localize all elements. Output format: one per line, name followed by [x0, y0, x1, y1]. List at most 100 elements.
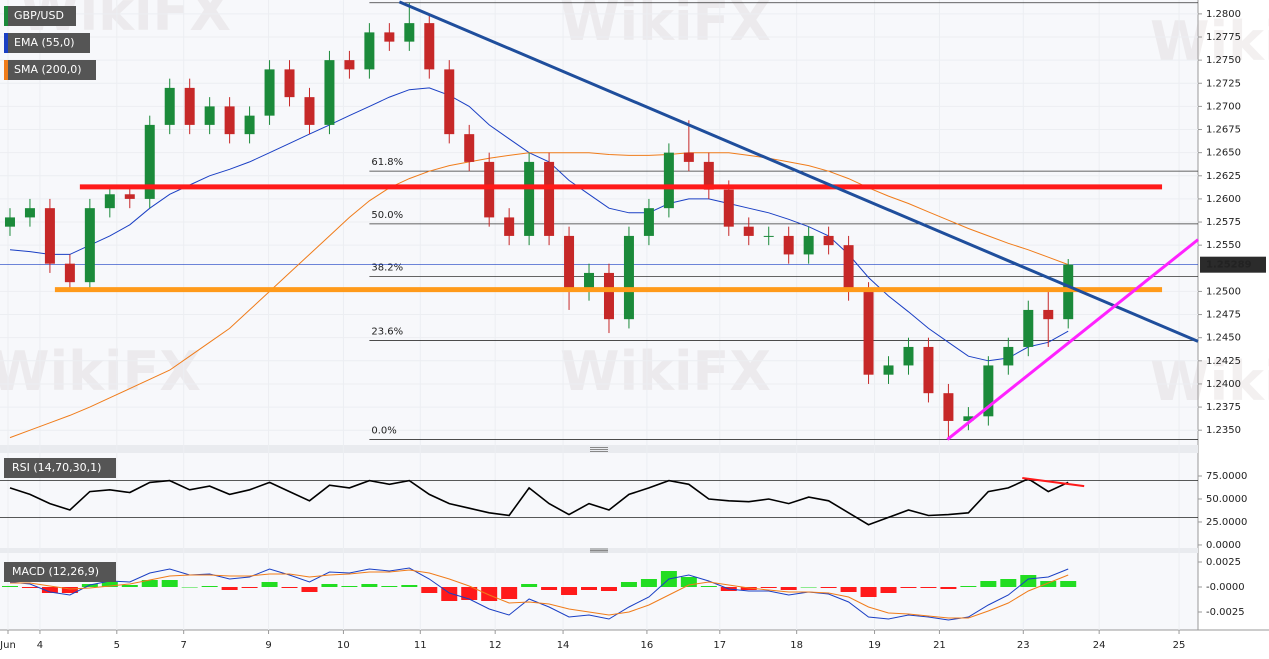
candle-body — [623, 235, 634, 320]
legend-label: EMA (55,0) — [14, 36, 75, 49]
trendline — [946, 238, 1199, 441]
y-tick-label: 1.2600 — [1206, 194, 1241, 205]
candle-body — [104, 194, 115, 209]
histogram-bar — [940, 587, 957, 589]
y-tick-label: 1.2800 — [1206, 9, 1241, 20]
candle-body — [883, 365, 894, 375]
candle-body — [783, 235, 794, 255]
legend-label: SMA (200,0) — [14, 63, 82, 76]
candle-body — [983, 365, 994, 417]
histogram-bar — [201, 586, 218, 587]
candle-body — [823, 235, 834, 246]
panel-handle[interactable] — [0, 445, 1198, 453]
y-tick-label: 1.2475 — [1206, 310, 1241, 321]
histogram-bar — [541, 587, 558, 590]
histogram-bar — [900, 587, 917, 588]
histogram-bar — [581, 587, 598, 590]
candle-body — [24, 208, 35, 218]
candle-body — [44, 208, 55, 264]
histogram-bar — [700, 586, 717, 587]
candle-body — [584, 272, 595, 292]
y-tick-label: 50.0000 — [1206, 494, 1247, 505]
x-tick-label: 21 — [933, 640, 946, 651]
candle-body — [384, 32, 395, 42]
candle-body — [424, 23, 435, 70]
histogram-bar — [161, 580, 178, 587]
histogram-bar — [41, 587, 58, 593]
histogram-bar — [421, 587, 438, 593]
histogram-bar — [740, 587, 757, 590]
candle-body — [564, 235, 575, 292]
histogram-bar — [301, 587, 318, 592]
histogram-bar — [61, 587, 78, 593]
y-tick-label: 1.2375 — [1206, 402, 1241, 413]
histogram-bar — [401, 585, 418, 587]
candle-body — [1043, 309, 1054, 320]
y-tick-label: 1.2550 — [1206, 240, 1241, 251]
y-tick-label: 1.2350 — [1206, 425, 1241, 436]
histogram-bar — [680, 577, 697, 587]
legend-swatch — [4, 33, 8, 53]
y-tick-label: 0.0025 — [1206, 557, 1241, 568]
y-tick-label: 1.2500 — [1206, 286, 1241, 297]
histogram-bar — [1, 586, 18, 587]
histogram-bar — [600, 587, 617, 591]
y-tick-label: 1.2625 — [1206, 171, 1241, 182]
y-tick-label: -0.0000 — [1206, 582, 1245, 593]
histogram-bar — [1060, 581, 1077, 587]
candle-body — [903, 346, 914, 366]
histogram-bar — [121, 585, 138, 587]
candle-body — [404, 23, 415, 42]
y-tick-label: 1.2425 — [1206, 356, 1241, 367]
y-tick-label: 0.0000 — [1206, 540, 1241, 551]
legend-box — [4, 562, 116, 582]
candle-body — [484, 161, 495, 218]
watermark: WikiFX — [560, 0, 771, 53]
histogram-bar — [620, 582, 637, 587]
candle-body — [4, 217, 15, 227]
legend-box — [4, 33, 90, 53]
x-tick-label: Jun — [0, 640, 16, 651]
rsi-panel — [0, 453, 1198, 548]
histogram-bar — [820, 587, 837, 588]
y-tick-label: 1.2650 — [1206, 148, 1241, 159]
candle-body — [1023, 309, 1034, 347]
legend: GBP/USD EMA (55,0) SMA (200,0) RSI (14,7… — [4, 6, 116, 582]
x-tick-label: 10 — [337, 640, 350, 651]
candle-body — [64, 263, 75, 283]
grip[interactable] — [590, 447, 608, 452]
y-tick-label: 1.2675 — [1206, 125, 1241, 136]
legend-box — [4, 6, 76, 26]
histogram-bar — [181, 587, 198, 588]
x-tick-label: 24 — [1093, 640, 1106, 651]
panel-handle[interactable] — [0, 548, 1198, 553]
histogram-bar — [880, 587, 897, 593]
histogram-bar — [800, 587, 817, 588]
y-tick-label: 1.2775 — [1206, 32, 1241, 43]
histogram-bar — [1000, 579, 1017, 587]
x-tick-label: 25 — [1173, 640, 1186, 651]
candle-body — [703, 161, 714, 190]
candle-body — [444, 69, 455, 135]
candle-body — [923, 346, 934, 394]
candle-body — [344, 60, 355, 70]
histogram-bar — [780, 587, 797, 590]
fib-label: 50.0% — [371, 210, 403, 221]
candle-body — [304, 97, 315, 125]
candle-body — [144, 124, 155, 199]
x-tick-label: 9 — [265, 640, 271, 651]
candle-body — [124, 194, 135, 199]
histogram-bar — [481, 587, 498, 601]
grip[interactable] — [590, 548, 608, 553]
candle-body — [164, 87, 175, 125]
y-tick-label: 1.2400 — [1206, 379, 1241, 390]
candle-body — [663, 152, 674, 209]
price-label: 1.25289 — [1206, 260, 1252, 271]
candle-body — [544, 161, 555, 236]
candle-body — [324, 60, 335, 125]
histogram-bar — [241, 587, 258, 588]
histogram-bar — [920, 587, 937, 588]
candle-body — [743, 226, 754, 236]
watermark: WikiFX — [1150, 10, 1269, 73]
x-tick-label: 14 — [557, 640, 570, 651]
